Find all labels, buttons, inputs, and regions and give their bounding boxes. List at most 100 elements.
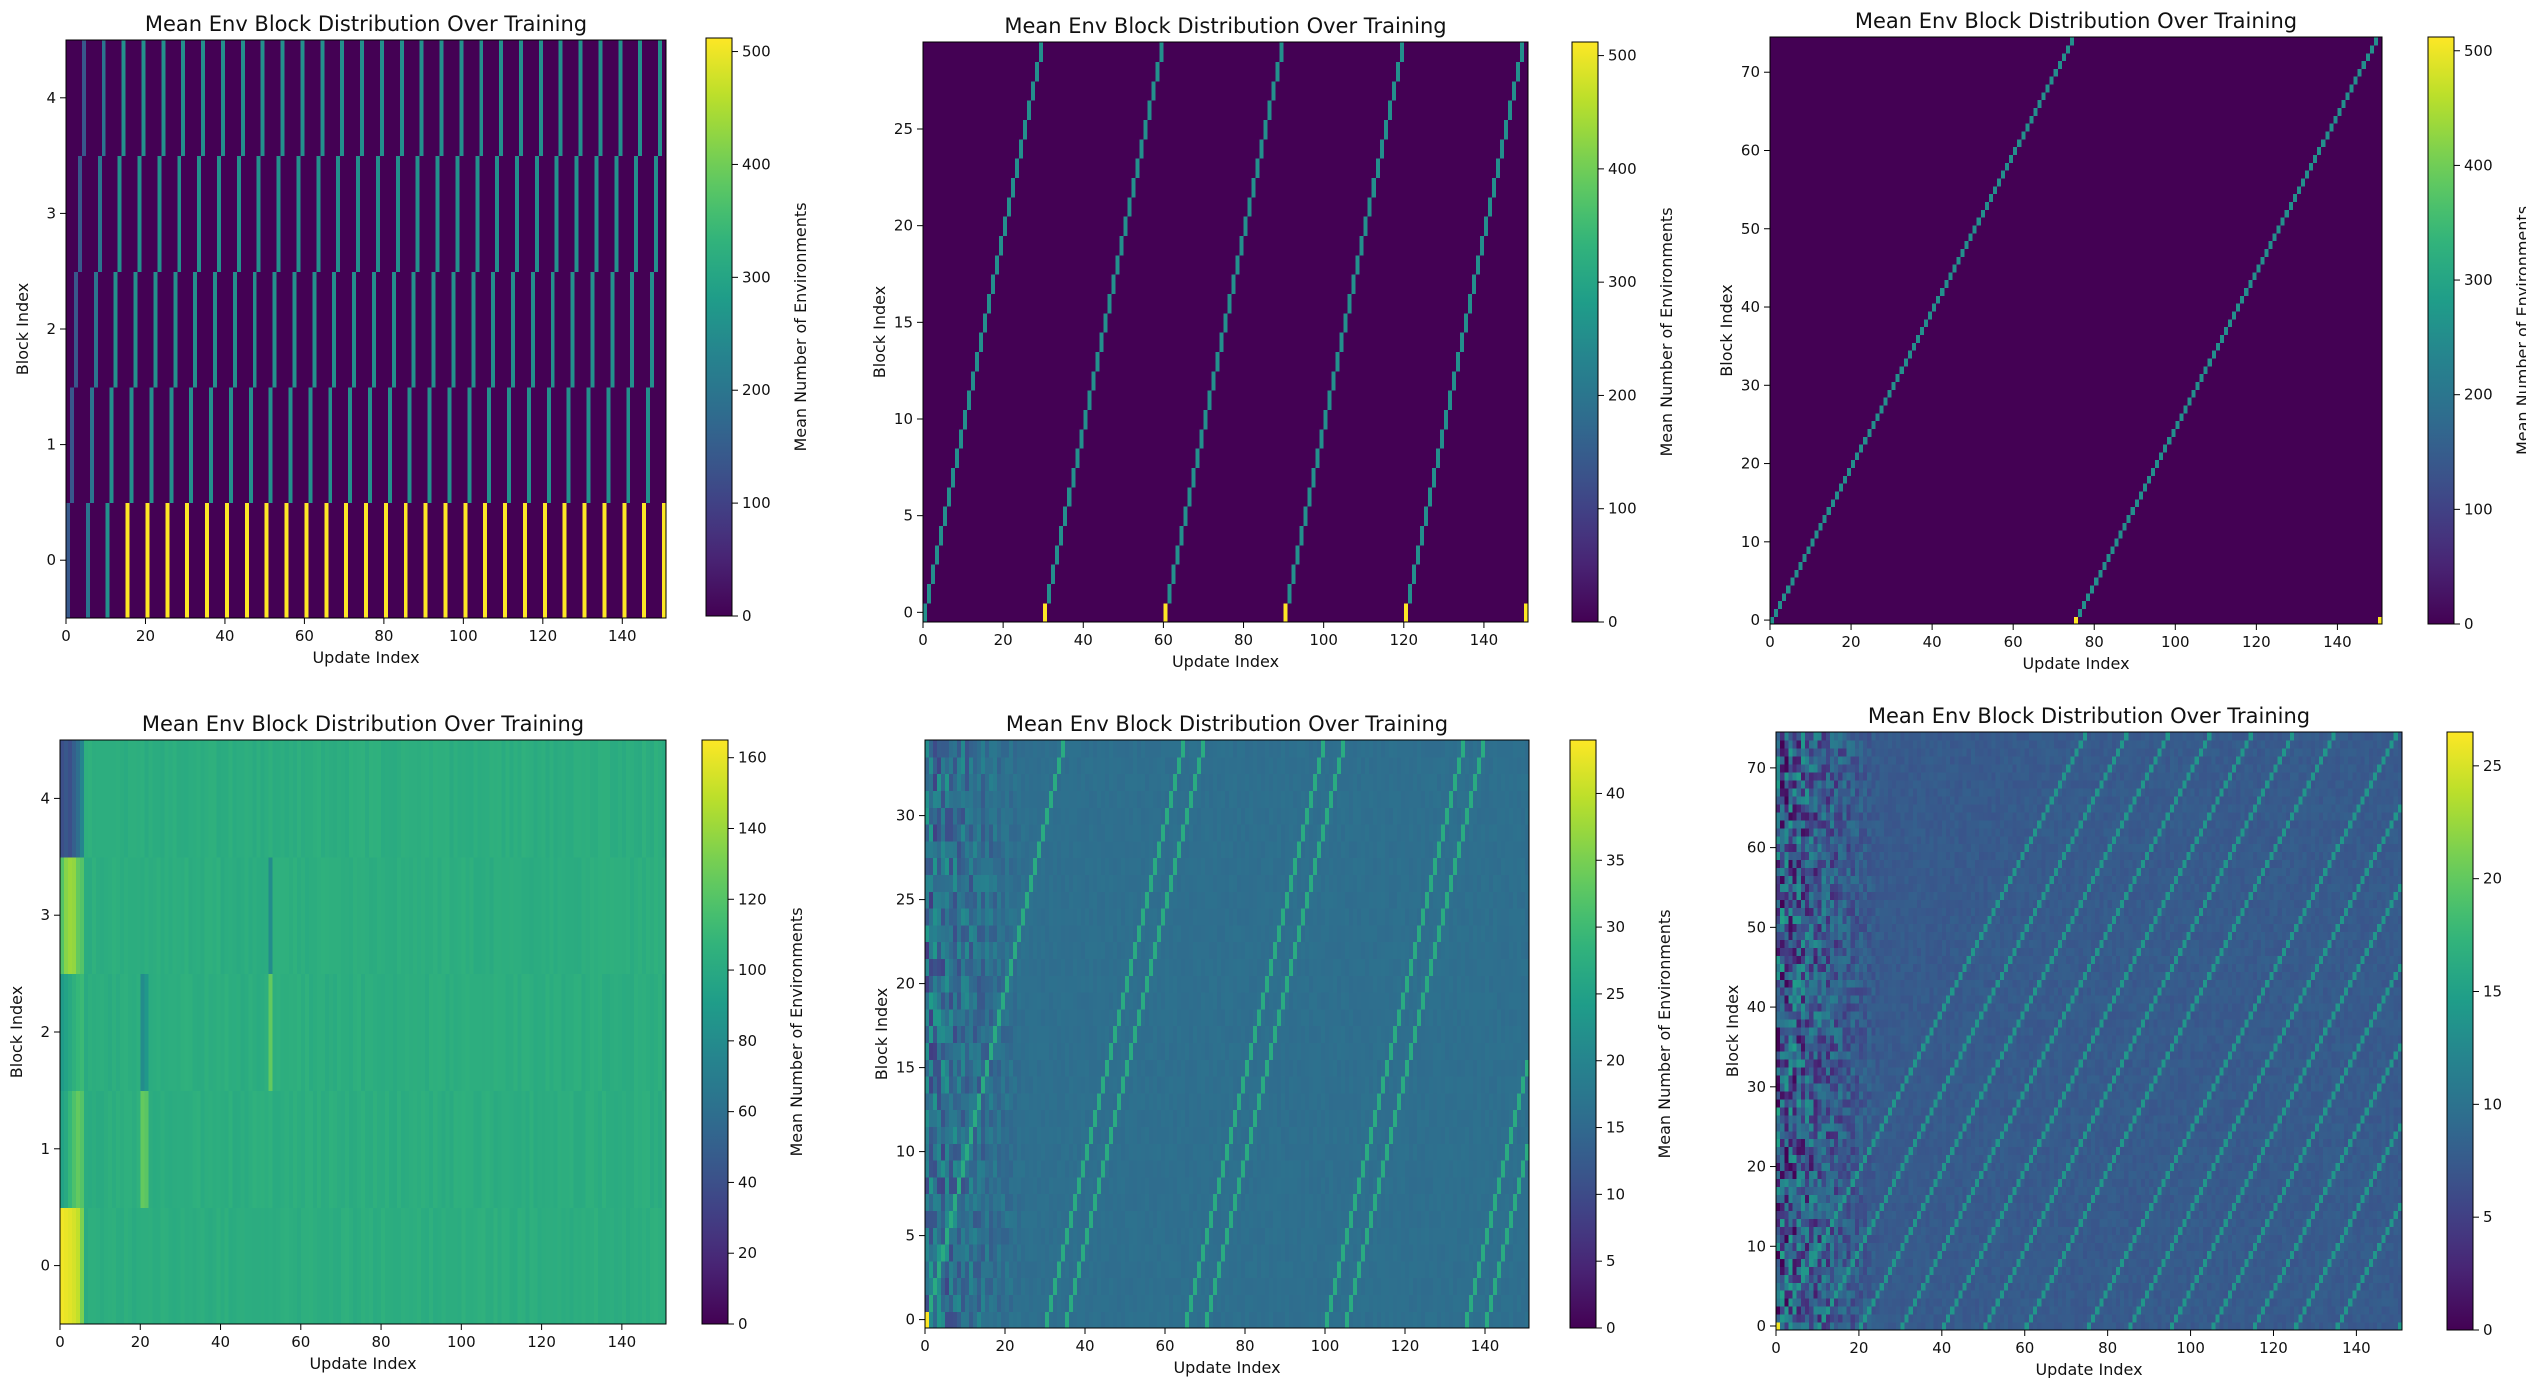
heatmap-cell (114, 271, 119, 387)
heatmap-cell (559, 271, 564, 387)
heatmap-cell (320, 271, 325, 387)
colorbar-tick-label: 400 (742, 155, 771, 173)
heatmap-cell (281, 387, 286, 503)
heatmap-cell (384, 387, 389, 503)
heatmap-cell (169, 502, 174, 618)
heatmap-cell (436, 40, 441, 156)
heatmap-cell (320, 502, 325, 618)
heatmap-cell (440, 271, 445, 387)
heatmap-cell (931, 274, 936, 294)
heatmap-cell (94, 271, 99, 387)
heatmap-cell (66, 271, 71, 387)
heatmap-cell (939, 216, 944, 236)
heatmap-cell (575, 387, 580, 503)
heatmap-cell (483, 502, 488, 618)
heatmap-cell (289, 40, 294, 156)
heatmap-cell (261, 387, 266, 503)
heatmap-cell (102, 387, 107, 503)
heatmap-cell (951, 139, 956, 159)
heatmap-cell (269, 387, 274, 503)
heatmap-cell (555, 156, 560, 272)
heatmap-cell (142, 502, 147, 618)
heatmap-cell (197, 502, 202, 618)
heatmap-cell (459, 502, 464, 618)
heatmap-cell (181, 502, 186, 618)
heatmap-cell (265, 40, 270, 156)
heatmap-cell (193, 502, 198, 618)
heatmap-cell (348, 40, 353, 156)
heatmap-cell (376, 502, 381, 618)
heatmap-cell (487, 502, 492, 618)
heatmap-cell (931, 119, 936, 139)
heatmap-cell (943, 235, 948, 255)
heatmap-cell (955, 100, 960, 120)
heatmap-cell (416, 271, 421, 387)
heatmap-cell (233, 156, 238, 272)
heatmap-cell (927, 583, 932, 603)
heatmap-cell (189, 156, 194, 272)
heatmap-cell (400, 271, 405, 387)
heatmap-cell (153, 387, 158, 503)
heatmap-cell (491, 156, 496, 272)
heatmap-cell (959, 506, 964, 526)
heatmap-cell (229, 156, 234, 272)
heatmap-cell (931, 564, 936, 584)
heatmap-cell (511, 156, 516, 272)
heatmap-cell (253, 387, 258, 503)
heatmap-cell (618, 502, 623, 618)
heatmap-cell (277, 40, 282, 156)
heatmap-cell (372, 387, 377, 503)
heatmap-cell (951, 525, 956, 545)
heatmap-cell (927, 177, 932, 197)
heatmap-cell (451, 387, 456, 503)
heatmap-cell (650, 387, 655, 503)
heatmap-cell (142, 40, 147, 156)
heatmap-cell (955, 371, 960, 391)
heatmap-cell (420, 40, 425, 156)
heatmap-cell (487, 156, 492, 272)
heatmap-cell (241, 502, 246, 618)
heatmap-cell (169, 387, 174, 503)
heatmap-cell (559, 387, 564, 503)
heatmap-cell (312, 502, 317, 618)
heatmap-cell (217, 156, 222, 272)
heatmap-cell (939, 197, 944, 217)
heatmap-cell (947, 81, 952, 101)
heatmap-cell (281, 271, 286, 387)
heatmap-cell (281, 502, 286, 618)
x-tick-label: 120 (529, 627, 558, 645)
heatmap-cell (610, 502, 615, 618)
heatmap-cell (122, 40, 127, 156)
heatmap-cell (455, 40, 460, 156)
heatmap-cell (169, 40, 174, 156)
heatmap-cell (340, 156, 345, 272)
heatmap-cell (575, 156, 580, 272)
heatmap-cell (935, 506, 940, 526)
heatmap-cell (360, 40, 365, 156)
heatmap-cell (947, 564, 952, 584)
heatmap-cell (559, 502, 564, 618)
heatmap-cell (253, 502, 258, 618)
heatmap-cell (923, 197, 928, 217)
heatmap-cell (221, 156, 226, 272)
heatmap-cell (114, 387, 119, 503)
heatmap-cell (935, 390, 940, 410)
heatmap-cell (947, 158, 952, 178)
heatmap-cell (511, 271, 516, 387)
heatmap-cell (943, 139, 948, 159)
heatmap-cell (134, 40, 139, 156)
heatmap-cell (138, 387, 143, 503)
heatmap-cell (312, 271, 317, 387)
heatmap-cell (225, 40, 230, 156)
heatmap-cell (610, 156, 615, 272)
heatmap-cell (654, 40, 659, 156)
heatmap-cell (515, 156, 520, 272)
heatmap-cell (428, 40, 433, 156)
heatmap-cell (594, 271, 599, 387)
heatmap-cell (201, 271, 206, 387)
heatmap-cell (400, 387, 405, 503)
heatmap-cell (110, 40, 115, 156)
heatmap-cell (173, 502, 178, 618)
x-tick-label: 100 (449, 627, 478, 645)
heatmap-cell (360, 271, 365, 387)
